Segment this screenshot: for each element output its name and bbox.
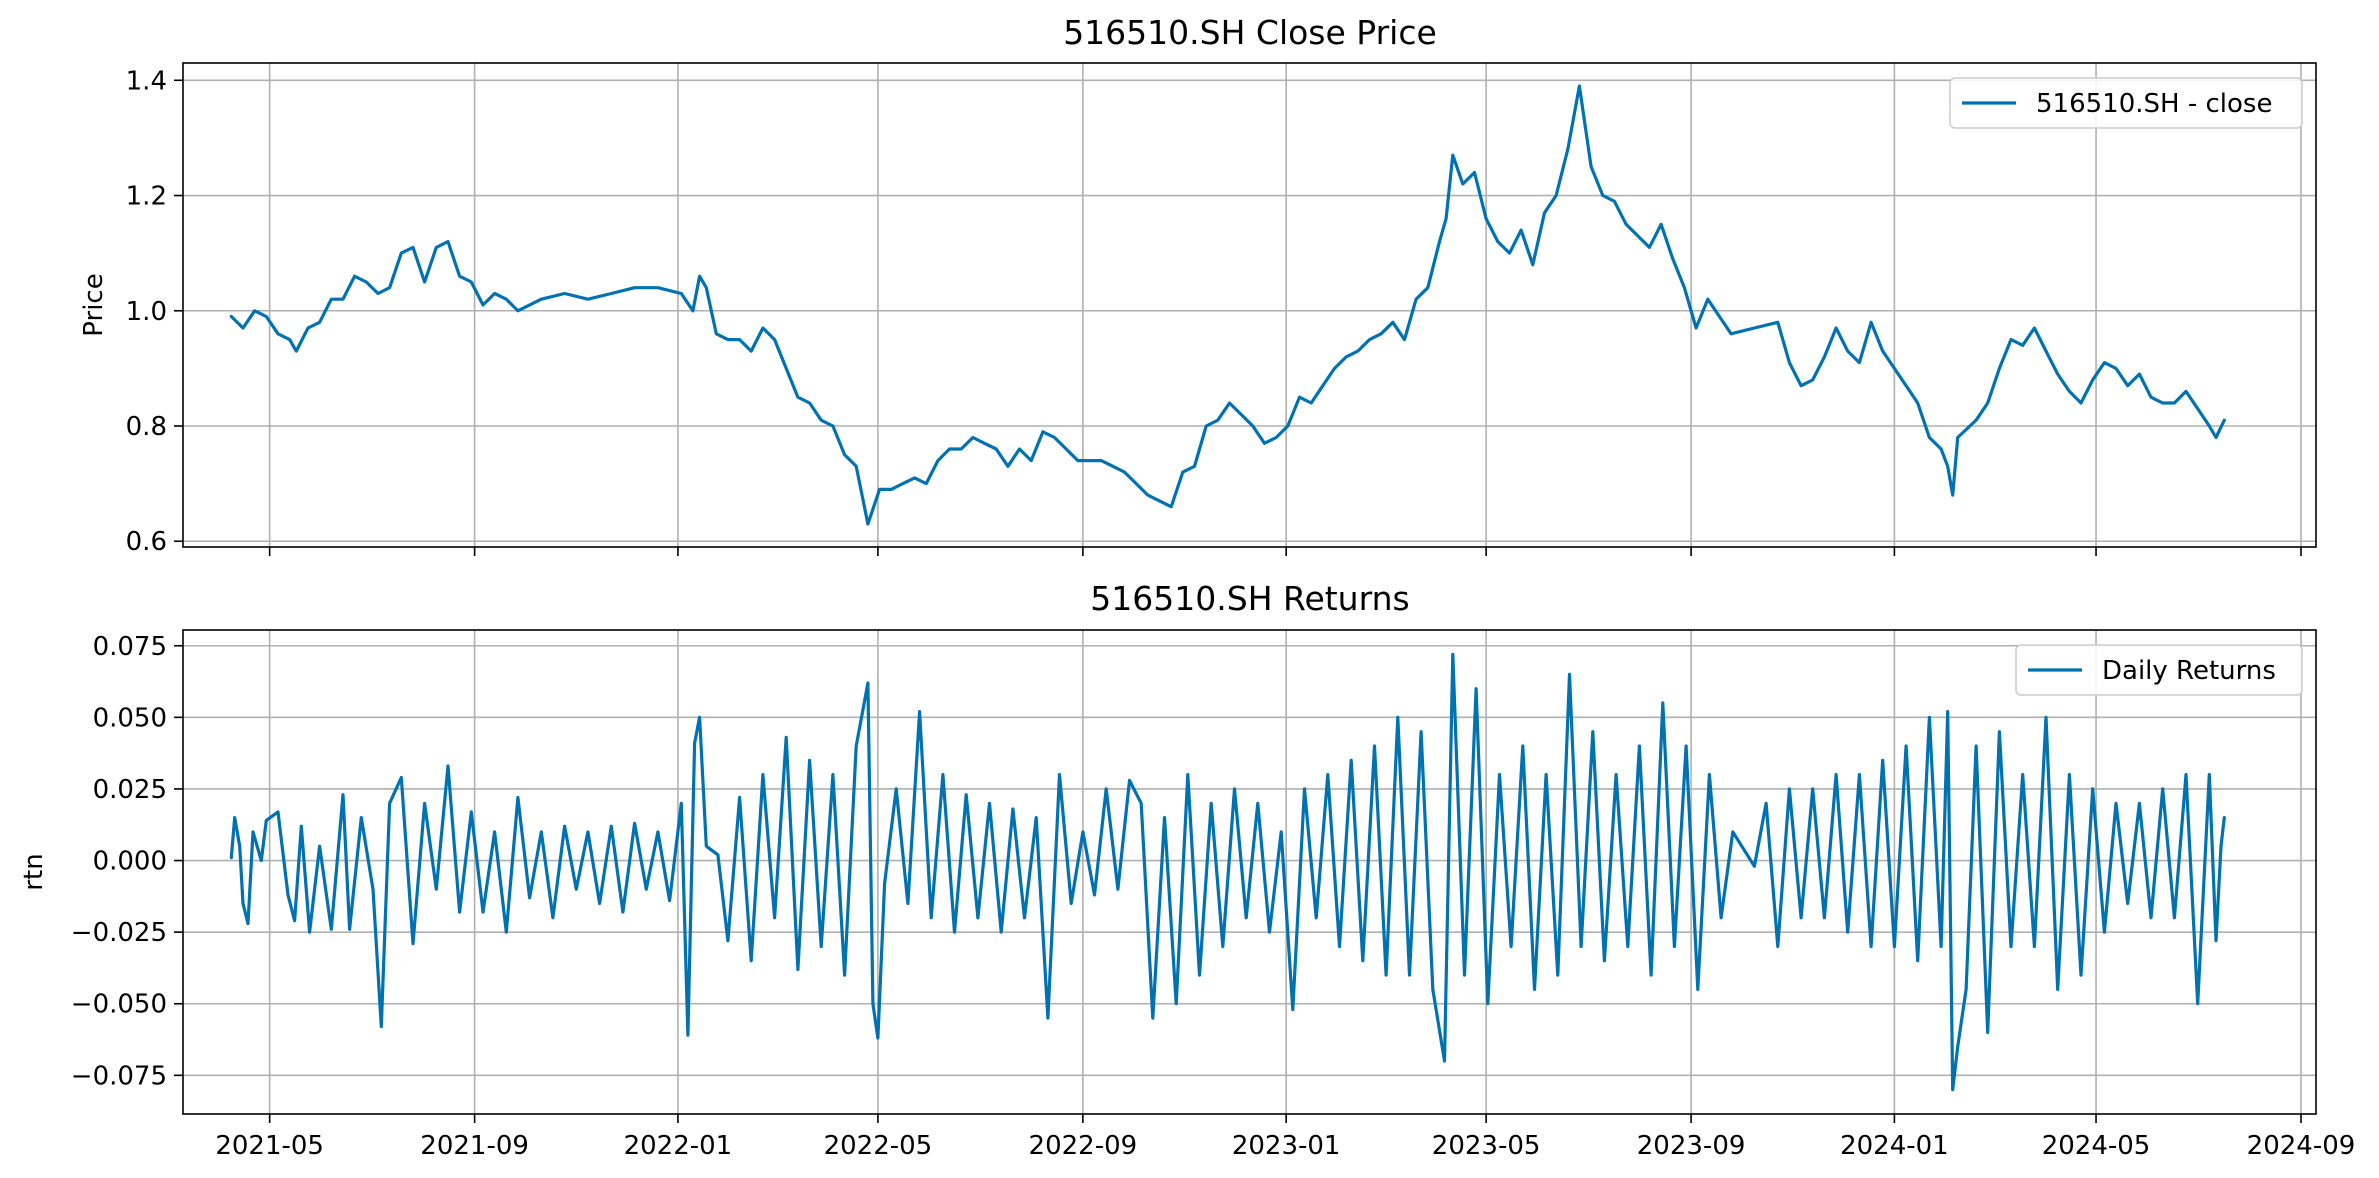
x-tick-label: 2024-09 (2247, 1131, 2356, 1161)
x-tick-label: 2024-01 (1840, 1131, 1949, 1161)
y-tick-label: 0.025 (93, 775, 167, 805)
legend-label: 516510.SH - close (2036, 89, 2272, 119)
series-line (229, 652, 2226, 1092)
y-tick-label: 1.2 (126, 182, 167, 212)
close-series (229, 84, 2226, 526)
y-tick-label: 0.075 (93, 632, 167, 662)
x-tick-label: 2022-09 (1029, 1131, 1138, 1161)
x-tick-label: 2022-05 (824, 1131, 933, 1161)
y-tick-label: 1.4 (126, 66, 167, 96)
close-price-title: 516510.SH Close Price (1063, 13, 1437, 52)
returns-legend: Daily Returns (2015, 644, 2303, 696)
close-legend: 516510.SH - close (1949, 77, 2303, 129)
legend-label: Daily Returns (2102, 656, 2276, 686)
returns-title: 516510.SH Returns (1090, 579, 1409, 618)
returns-plot-frame (182, 629, 2317, 1115)
y-tick-label: 0.000 (93, 847, 167, 877)
price-y-ticks: 0.6 0.8 1.0 1.2 1.4 (126, 66, 183, 557)
returns-grid (183, 630, 2316, 1114)
returns-axis-label: rtn (19, 853, 49, 890)
y-tick-label: 1.0 (126, 297, 167, 327)
returns-x-ticks: 2021-05 2021-09 2022-01 2022-05 2022-09 2023-… (215, 1114, 2355, 1161)
y-tick-label: −0.050 (71, 990, 167, 1020)
legend-box (2015, 644, 2303, 696)
price-x-ticks (268, 547, 2302, 556)
returns-panel: 516510.SH Returns rtn −0.075 −0.050 −0.025… (19, 579, 2355, 1161)
x-tick-label: 2023-01 (1232, 1131, 1341, 1161)
returns-y-ticks: −0.075 −0.050 −0.025 0.000 0.025 0.050 0.075 (71, 632, 183, 1091)
price-axis-label: Price (79, 273, 109, 336)
close-price-panel: 516510.SH Close Price Price 0.6 0.8 1.0 1.2… (79, 13, 2317, 557)
y-tick-label: 0.050 (93, 703, 167, 733)
x-tick-label: 2023-05 (1432, 1131, 1541, 1161)
x-tick-label: 2021-05 (215, 1131, 324, 1161)
returns-series (229, 652, 2226, 1092)
x-tick-label: 2022-01 (624, 1131, 733, 1161)
x-tick-label: 2024-05 (2042, 1131, 2151, 1161)
y-tick-label: 0.6 (126, 527, 167, 557)
x-tick-label: 2023-09 (1637, 1131, 1746, 1161)
y-tick-label: −0.075 (71, 1061, 167, 1091)
y-tick-label: 0.8 (126, 412, 167, 442)
y-tick-label: −0.025 (71, 918, 167, 948)
series-line (229, 84, 2226, 526)
legend-box (1949, 77, 2303, 129)
price-plot-frame (182, 62, 2317, 548)
x-tick-label: 2021-09 (420, 1131, 529, 1161)
